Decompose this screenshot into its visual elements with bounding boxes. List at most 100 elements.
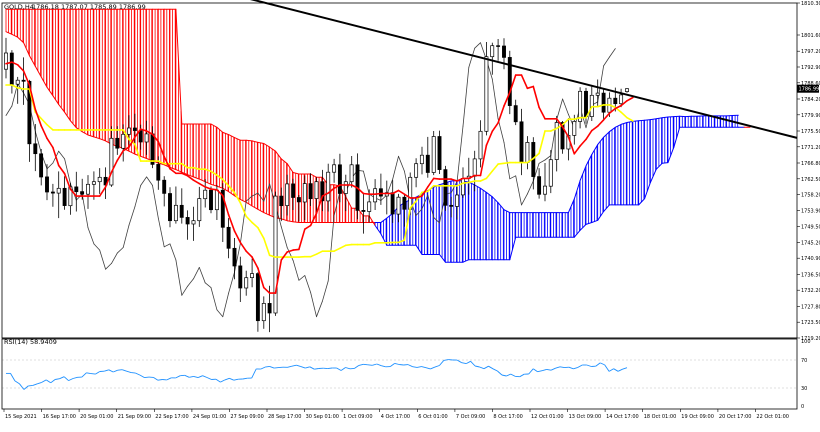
price-tick-label: 1797.20 — [801, 49, 820, 55]
time-tick-label: 8 Oct 17:00 — [493, 414, 522, 420]
candle-body — [303, 184, 306, 202]
price-tick-label: 1771.20 — [801, 145, 820, 151]
candle-body — [350, 165, 353, 182]
candle-body — [186, 217, 189, 224]
candle-body — [315, 182, 318, 199]
candle-body — [491, 46, 494, 57]
candle-body — [409, 177, 412, 209]
candle-body — [620, 95, 623, 104]
price-tick-label: 1784.20 — [801, 97, 820, 103]
candle-body — [139, 131, 142, 142]
candle-body — [497, 46, 500, 47]
candle-body — [168, 194, 171, 221]
price-tick-label: 1758.20 — [801, 193, 820, 199]
candle-body — [110, 138, 113, 185]
candle-body — [614, 98, 617, 104]
candle-body — [450, 205, 453, 206]
candle-body — [86, 184, 89, 194]
candle — [274, 192, 277, 316]
time-tick-label: 18 Oct 01:00 — [644, 414, 677, 420]
candle-body — [22, 80, 25, 81]
candle-body — [520, 122, 523, 163]
candle-body — [309, 184, 312, 199]
candle-body — [127, 128, 130, 134]
tenkan-sen — [434, 178, 440, 179]
candle-body — [286, 184, 289, 206]
price-tick-label: 1745.20 — [801, 240, 820, 246]
senkou-span-a — [633, 121, 639, 122]
time-tick-label: 16 Sep 17:00 — [43, 414, 76, 420]
candle-body — [34, 144, 37, 154]
price-tick-label: 1727.80 — [801, 304, 820, 310]
rsi-line — [363, 364, 368, 365]
candle-body — [374, 189, 377, 202]
rsi-line — [368, 365, 372, 366]
price-tick-label: 1736.50 — [801, 272, 820, 278]
price-tick-label: 1732.20 — [801, 288, 820, 294]
time-tick-label: 12 Oct 01:00 — [531, 414, 564, 420]
kijun-sen — [463, 183, 469, 184]
rsi-line — [28, 385, 33, 386]
candle-body — [538, 177, 541, 195]
kijun-sen — [504, 163, 510, 164]
candle-body — [432, 137, 435, 173]
price-tick-label: 1749.50 — [801, 225, 820, 231]
price-tick-label: 1753.90 — [801, 208, 820, 214]
candle — [209, 187, 212, 214]
rsi-line — [118, 370, 123, 371]
candle-body — [98, 177, 101, 181]
candle-body — [426, 155, 429, 172]
candle-body — [16, 80, 19, 84]
candle-body — [51, 192, 54, 193]
time-tick-label: 6 Oct 01:00 — [418, 414, 447, 420]
candle-body — [45, 177, 48, 192]
candle-body — [403, 197, 406, 209]
tenkan-sen — [211, 189, 217, 190]
candle-body — [133, 128, 136, 131]
price-tick-label: 1792.90 — [801, 65, 820, 71]
senkou-span-a — [293, 222, 299, 223]
candle-body — [145, 134, 148, 142]
kijun-sen — [18, 88, 24, 89]
candle-body — [116, 138, 119, 148]
time-tick-label: 13 Oct 09:00 — [569, 414, 602, 420]
candle-body — [368, 202, 371, 212]
time-tick-label: 27 Sep 09:00 — [230, 414, 263, 420]
candle-body — [391, 193, 394, 214]
candle-body — [4, 53, 7, 69]
candle-body — [338, 165, 341, 194]
candle-body — [362, 210, 365, 211]
candle-body — [174, 205, 177, 220]
rsi-line — [91, 374, 96, 375]
time-tick-label: 7 Oct 09:00 — [456, 414, 485, 420]
candle-body — [245, 278, 248, 288]
tenkan-sen — [293, 249, 299, 250]
candle-body — [526, 142, 529, 162]
rsi-line — [399, 365, 403, 366]
candle-body — [397, 197, 400, 214]
time-tick-label: 24 Sep 01:00 — [193, 414, 226, 420]
price-tick-label: 1766.80 — [801, 161, 820, 167]
senkou-span-b — [662, 163, 668, 164]
candle-body — [584, 91, 587, 116]
candle-body — [192, 221, 195, 224]
tenkan-sen — [363, 194, 369, 195]
candle-body — [227, 227, 230, 248]
candle-body — [485, 57, 488, 132]
candle-body — [344, 182, 347, 194]
candle — [432, 131, 435, 175]
candle-body — [625, 89, 628, 92]
ohlc-label: 1786.18 1787.07 1785.89 1786.99 — [32, 3, 146, 11]
price-tick-label: 1775.50 — [801, 129, 820, 135]
candle-body — [81, 192, 84, 195]
candle-body — [157, 164, 160, 180]
candle-body — [280, 196, 283, 206]
candle-body — [415, 164, 418, 178]
price-tick-label: 1762.50 — [801, 177, 820, 183]
rsi-line — [274, 368, 278, 369]
candle-body — [233, 248, 236, 266]
time-tick-label: 15 Sep 2021 — [5, 414, 37, 420]
candle-body — [57, 188, 60, 193]
